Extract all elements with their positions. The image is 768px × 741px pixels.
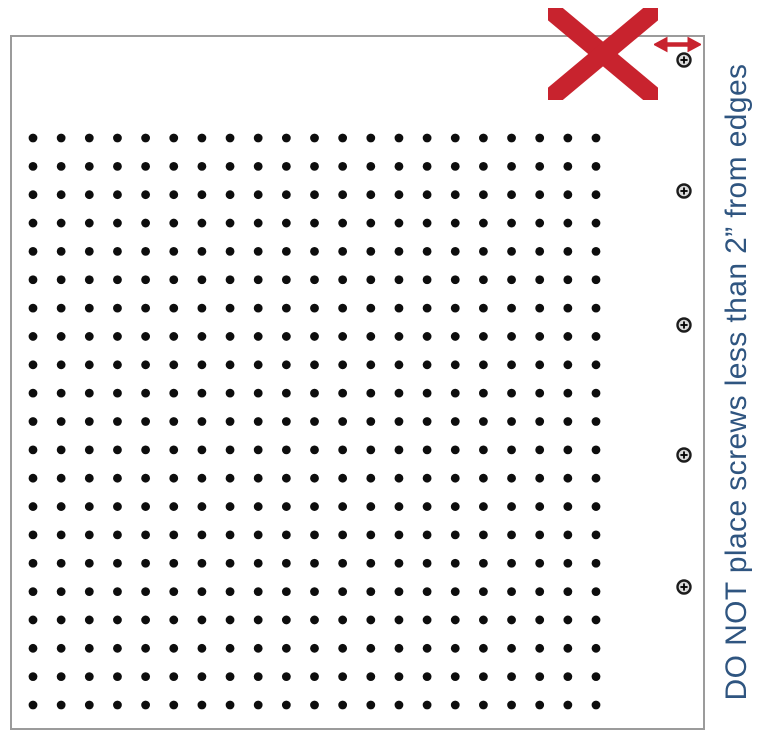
- prohibition-x-icon: [548, 8, 658, 100]
- edge-warning-label: DO NOT place screws less than 2” from ed…: [720, 63, 753, 701]
- min-distance-arrow-icon: [654, 36, 701, 53]
- pegboard-panel: [10, 35, 705, 730]
